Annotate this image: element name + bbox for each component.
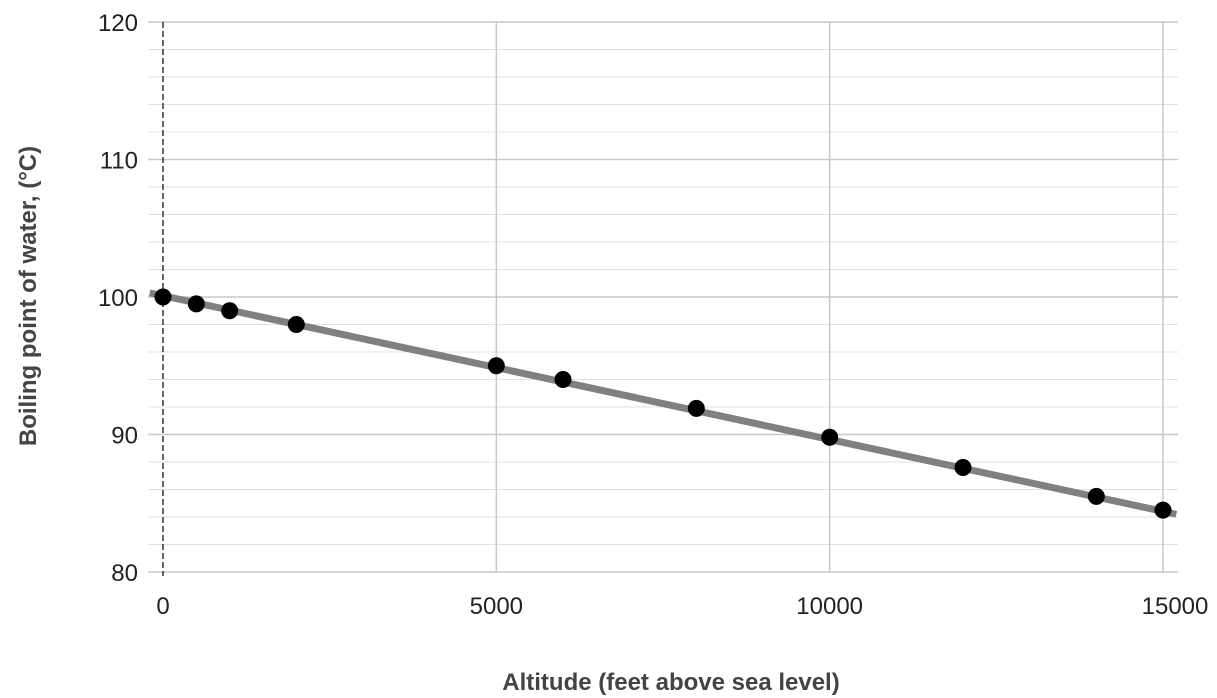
x-axis-label: Altitude (feet above sea level): [502, 669, 839, 696]
trendline: [148, 289, 1178, 518]
y-tick-label: 110: [100, 148, 138, 175]
data-point: [554, 371, 572, 388]
data-point: [1154, 501, 1172, 519]
x-tick-labels: 0 5000 10000 15000: [156, 593, 1208, 620]
x-tick-label: 5000: [470, 593, 523, 620]
data-point: [687, 399, 705, 417]
trendline-layer: [148, 289, 1178, 518]
data-point: [221, 302, 239, 320]
y-tick-label: 100: [98, 285, 138, 312]
x-tick-label: 15000: [1142, 593, 1209, 620]
grid: [148, 21, 1178, 576]
data-point: [1087, 487, 1105, 505]
y-tick-label: 90: [111, 423, 138, 450]
data-point: [821, 428, 839, 446]
data-point: [954, 459, 972, 476]
data-point: [287, 316, 305, 333]
x-tick-label: 0: [156, 593, 169, 620]
data-point: [487, 357, 505, 375]
y-tick-label: 80: [111, 560, 138, 587]
data-point: [154, 288, 172, 306]
x-tick-label: 10000: [796, 593, 863, 620]
points-layer: [154, 288, 1172, 519]
y-axis-label: Boiling point of water, (°C): [15, 146, 42, 446]
y-tick-labels: 80 90 100 110 120: [98, 10, 138, 587]
data-point: [187, 295, 205, 313]
y-tick-label: 120: [98, 10, 138, 37]
